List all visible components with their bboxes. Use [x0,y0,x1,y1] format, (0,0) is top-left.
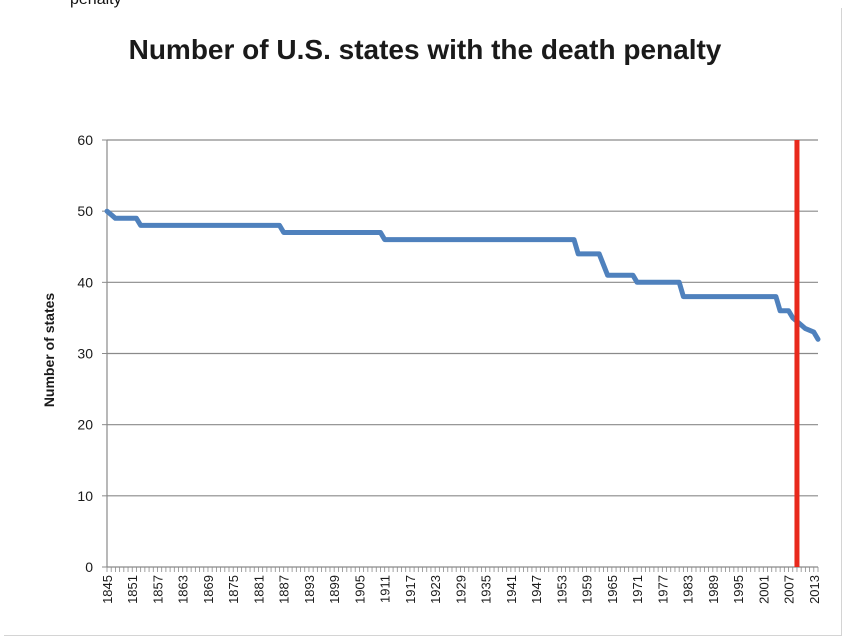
x-tick-label-1863: 1863 [176,575,191,604]
grid-lines [107,139,818,497]
x-tick-label-1845: 1845 [100,575,115,604]
x-tick-label-1983: 1983 [681,575,696,604]
x-tick-label-1953: 1953 [554,575,569,604]
x-tick-label-1857: 1857 [150,575,165,604]
x-tick-label-1893: 1893 [302,575,317,604]
y-tick-label-40: 40 [77,274,93,290]
x-tick-label-1965: 1965 [605,575,620,604]
x-tick-label-1917: 1917 [403,575,418,604]
x-tick-label-1899: 1899 [327,575,342,604]
x-tick-label-2001: 2001 [756,575,771,604]
y-tick-label-50: 50 [77,203,93,219]
x-tick-label-1959: 1959 [580,575,595,604]
y-tick-labels: 0 10 20 30 40 50 60 [77,132,93,575]
x-tick-label-2013: 2013 [807,575,822,604]
chart-frame [4,8,842,636]
y-tick-label-10: 10 [77,488,93,504]
x-tick-label-1947: 1947 [529,575,544,604]
x-tick-label-1911: 1911 [378,575,393,603]
x-tick-label-1869: 1869 [201,575,216,604]
top-text-fragment: penalty [0,0,853,9]
x-tick-label-1977: 1977 [655,575,670,604]
series-layer [104,208,821,342]
y-tick-label-60: 60 [77,132,93,148]
y-tick-label-0: 0 [85,559,93,575]
x-tick-label-1941: 1941 [504,575,519,604]
x-tick-label-1881: 1881 [251,575,266,604]
x-tick-labels: 1845 1851 1857 1863 1869 1875 1881 1887 1893 1899… [100,575,822,604]
x-tick-label-1989: 1989 [706,575,721,604]
x-tick-label-1929: 1929 [453,575,468,604]
x-tick-label-1995: 1995 [731,575,746,604]
y-tick-label-20: 20 [77,417,93,433]
x-tick-label-1851: 1851 [125,575,140,604]
x-tick-label-1971: 1971 [630,575,645,604]
chart-title: Number of U.S. states with the death pen… [128,34,722,65]
x-tick-label-1905: 1905 [352,575,367,604]
x-tick-label-1887: 1887 [277,575,292,604]
axes [102,139,819,572]
series-line-0 [104,208,821,342]
y-tick-label-30: 30 [77,346,93,362]
x-tick-label-1923: 1923 [428,575,443,604]
x-tick-label-1935: 1935 [479,575,494,604]
x-tick-label-2007: 2007 [782,575,797,604]
x-tick-label-1875: 1875 [226,575,241,604]
